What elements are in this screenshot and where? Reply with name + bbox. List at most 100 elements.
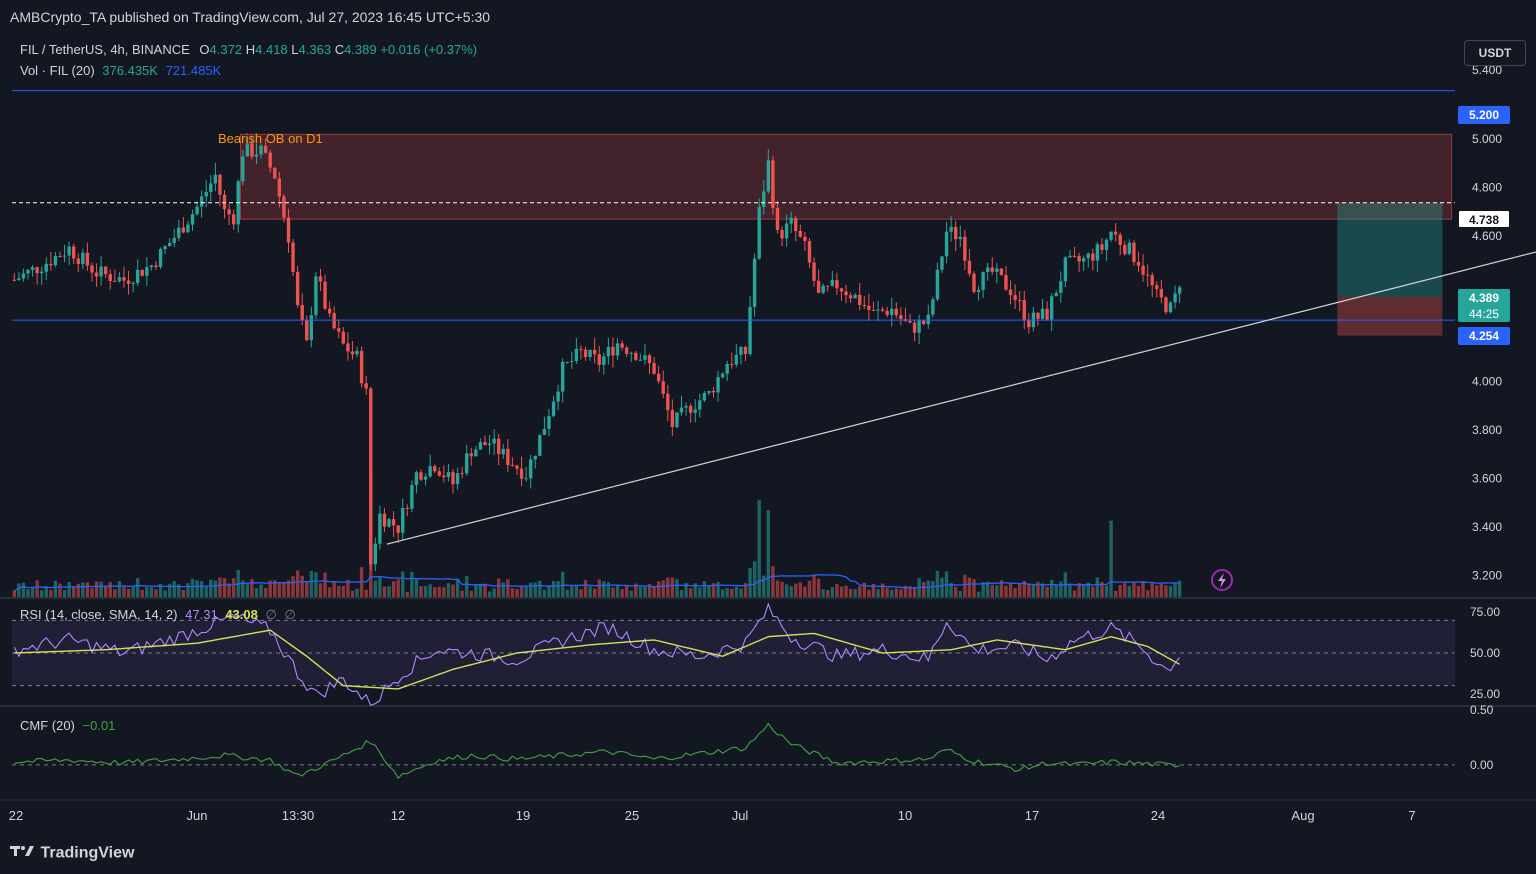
candle-body xyxy=(638,359,643,361)
volume-legend[interactable]: Vol · FIL (20) 376.435K 721.485K xyxy=(20,63,221,78)
candle-body xyxy=(579,348,583,350)
candle-body xyxy=(675,412,679,428)
candle-body xyxy=(748,306,752,354)
volume-bar xyxy=(510,588,515,597)
candle-body xyxy=(364,383,368,389)
volume-bar xyxy=(1132,582,1136,597)
volume-bar xyxy=(1155,585,1159,597)
candle-body xyxy=(862,304,866,306)
candle-body xyxy=(62,255,67,257)
candle-body xyxy=(181,227,186,233)
volume-bar xyxy=(839,586,844,597)
volume-bar xyxy=(263,587,268,597)
volume-bar xyxy=(976,591,981,597)
candle-body xyxy=(816,280,821,293)
candle-body xyxy=(359,350,364,384)
candle-body xyxy=(442,475,446,478)
candle-body xyxy=(908,321,912,323)
candle-body xyxy=(684,405,688,408)
candle-body xyxy=(894,308,898,316)
candle-body xyxy=(145,267,149,276)
volume-bar xyxy=(826,590,830,597)
volume-bar xyxy=(1127,585,1132,597)
volume-bar xyxy=(958,591,962,597)
candle-body xyxy=(1072,255,1077,257)
volume-bar xyxy=(684,583,688,597)
candle-body xyxy=(711,390,716,393)
rsi-legend[interactable]: RSI (14, close, SMA, 14, 2) 47.31 43.08 … xyxy=(20,607,296,623)
cmf-legend[interactable]: CMF (20) −0.01 xyxy=(20,718,115,733)
volume-bar xyxy=(21,582,26,597)
candle-body xyxy=(963,236,967,261)
candle-body xyxy=(533,455,537,460)
candle-body xyxy=(752,258,757,307)
candle-body xyxy=(428,466,432,477)
volume-bar xyxy=(880,583,885,597)
candle-body xyxy=(762,191,766,207)
volume-bar xyxy=(734,586,739,597)
candle-body xyxy=(634,352,638,360)
candle-body xyxy=(954,226,958,240)
volume-bar xyxy=(1100,581,1104,597)
volume-bar xyxy=(1141,580,1145,597)
tradingview-logo[interactable]: TradingView xyxy=(10,844,134,863)
candle-body xyxy=(826,285,830,287)
volume-bar xyxy=(1150,583,1154,597)
candle-body xyxy=(414,472,419,485)
candle-body xyxy=(382,513,387,527)
open-label: O xyxy=(199,42,210,57)
volume-bar xyxy=(702,581,707,597)
candle-body xyxy=(885,310,889,315)
candle-body xyxy=(1113,231,1118,235)
time-tick-label: 22 xyxy=(9,808,23,823)
candle-body xyxy=(163,246,167,250)
volume-bar xyxy=(497,578,501,597)
price-tick-label: 4.600 xyxy=(1472,229,1502,243)
volume-bar xyxy=(1004,585,1008,597)
volume-bar xyxy=(675,579,679,597)
volume-bar xyxy=(154,589,158,597)
volume-bar xyxy=(231,578,236,597)
volume-bar xyxy=(437,586,441,597)
candle-body xyxy=(108,274,112,282)
volume-bar xyxy=(1118,585,1122,597)
price-tick-label: 5.000 xyxy=(1472,132,1502,146)
candle-body xyxy=(72,246,76,259)
candle-body xyxy=(117,277,122,282)
candle-body xyxy=(154,265,158,268)
rsi-tick-label: 75.00 xyxy=(1470,605,1500,619)
candle-body xyxy=(204,192,208,197)
candle-body xyxy=(373,543,377,565)
volume-bar xyxy=(679,590,684,597)
volume-bar xyxy=(551,580,556,597)
lightning-icon[interactable] xyxy=(1211,569,1233,591)
volume-bar xyxy=(350,590,355,597)
volume-bar xyxy=(478,584,483,597)
candle-body xyxy=(725,364,729,374)
volume-bar xyxy=(583,580,588,597)
candle-body xyxy=(337,328,341,332)
bearish-ob-annotation[interactable]: Bearish OB on D1 xyxy=(218,131,323,146)
time-tick-label: 7 xyxy=(1408,808,1415,823)
volume-bar xyxy=(922,582,926,597)
symbol-legend[interactable]: FIL / TetherUS, 4h, BINANCE O4.372 H4.41… xyxy=(20,42,477,57)
rsi-tick-label: 50.00 xyxy=(1470,646,1500,660)
volume-bar xyxy=(300,575,304,597)
volume-bar xyxy=(812,574,816,597)
currency-button[interactable]: USDT xyxy=(1464,40,1526,66)
volume-bar xyxy=(784,584,789,597)
open-value: 4.372 xyxy=(209,42,243,57)
candle-body xyxy=(707,390,711,393)
volume-ma-line xyxy=(13,574,1180,592)
volume-bar xyxy=(94,581,99,597)
volume-bar xyxy=(656,581,661,597)
volume-bar xyxy=(579,589,583,597)
volume-bar xyxy=(963,574,967,597)
position-target-zone xyxy=(1337,202,1443,297)
candle-body xyxy=(716,377,720,393)
volume-bar xyxy=(487,591,492,597)
candle-body xyxy=(976,289,981,292)
volume-bar xyxy=(213,580,218,597)
volume-bar xyxy=(254,588,259,597)
